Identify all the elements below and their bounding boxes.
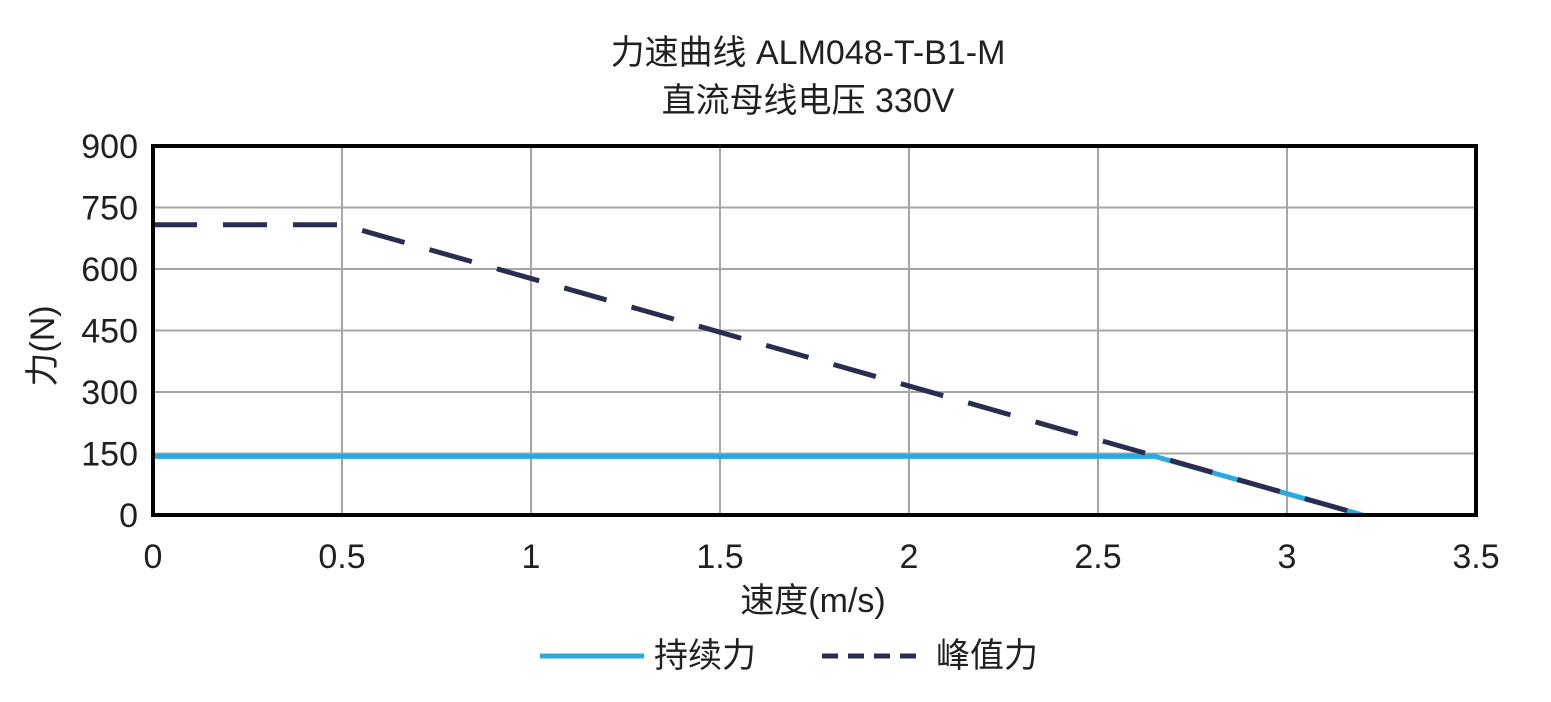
x-tick-label: 0	[144, 538, 163, 576]
chart-subtitle: 直流母线电压 330V	[662, 82, 955, 120]
legend-label-peak: 峰值力	[936, 637, 1038, 675]
grid	[152, 145, 1477, 516]
x-tick-label: 0.5	[318, 538, 365, 576]
chart-title: 力速曲线 ALM048-T-B1-M	[611, 34, 1006, 72]
legend: 持续力 峰值力	[540, 637, 1038, 675]
y-tick-label: 750	[81, 190, 138, 228]
legend-label-continuous: 持续力	[654, 637, 756, 675]
y-tick-label: 0	[119, 497, 138, 535]
x-tick-label: 3	[1278, 538, 1297, 576]
x-tick-label: 1	[522, 538, 541, 576]
y-tick-label: 600	[81, 251, 138, 289]
x-tick-label: 1.5	[696, 538, 743, 576]
x-tick-labels: 0 0.5 1 1.5 2 2.5 3 3.5	[144, 538, 1500, 576]
series-line-continuous-force	[153, 453, 1364, 518]
x-tick-label: 2.5	[1074, 538, 1121, 576]
y-tick-label: 450	[81, 313, 138, 351]
y-tick-label: 900	[81, 128, 138, 166]
x-tick-label: 2	[900, 538, 919, 576]
y-tick-labels: 0 150 300 450 600 750 900	[81, 128, 138, 535]
x-tick-label: 3.5	[1452, 538, 1499, 576]
y-tick-label: 150	[81, 436, 138, 474]
y-tick-label: 300	[81, 374, 138, 412]
plot-series	[153, 222, 1364, 518]
y-axis-label: 力(N)	[24, 305, 62, 386]
x-axis-label: 速度(m/s)	[740, 582, 885, 620]
plot-frame	[151, 144, 1478, 517]
